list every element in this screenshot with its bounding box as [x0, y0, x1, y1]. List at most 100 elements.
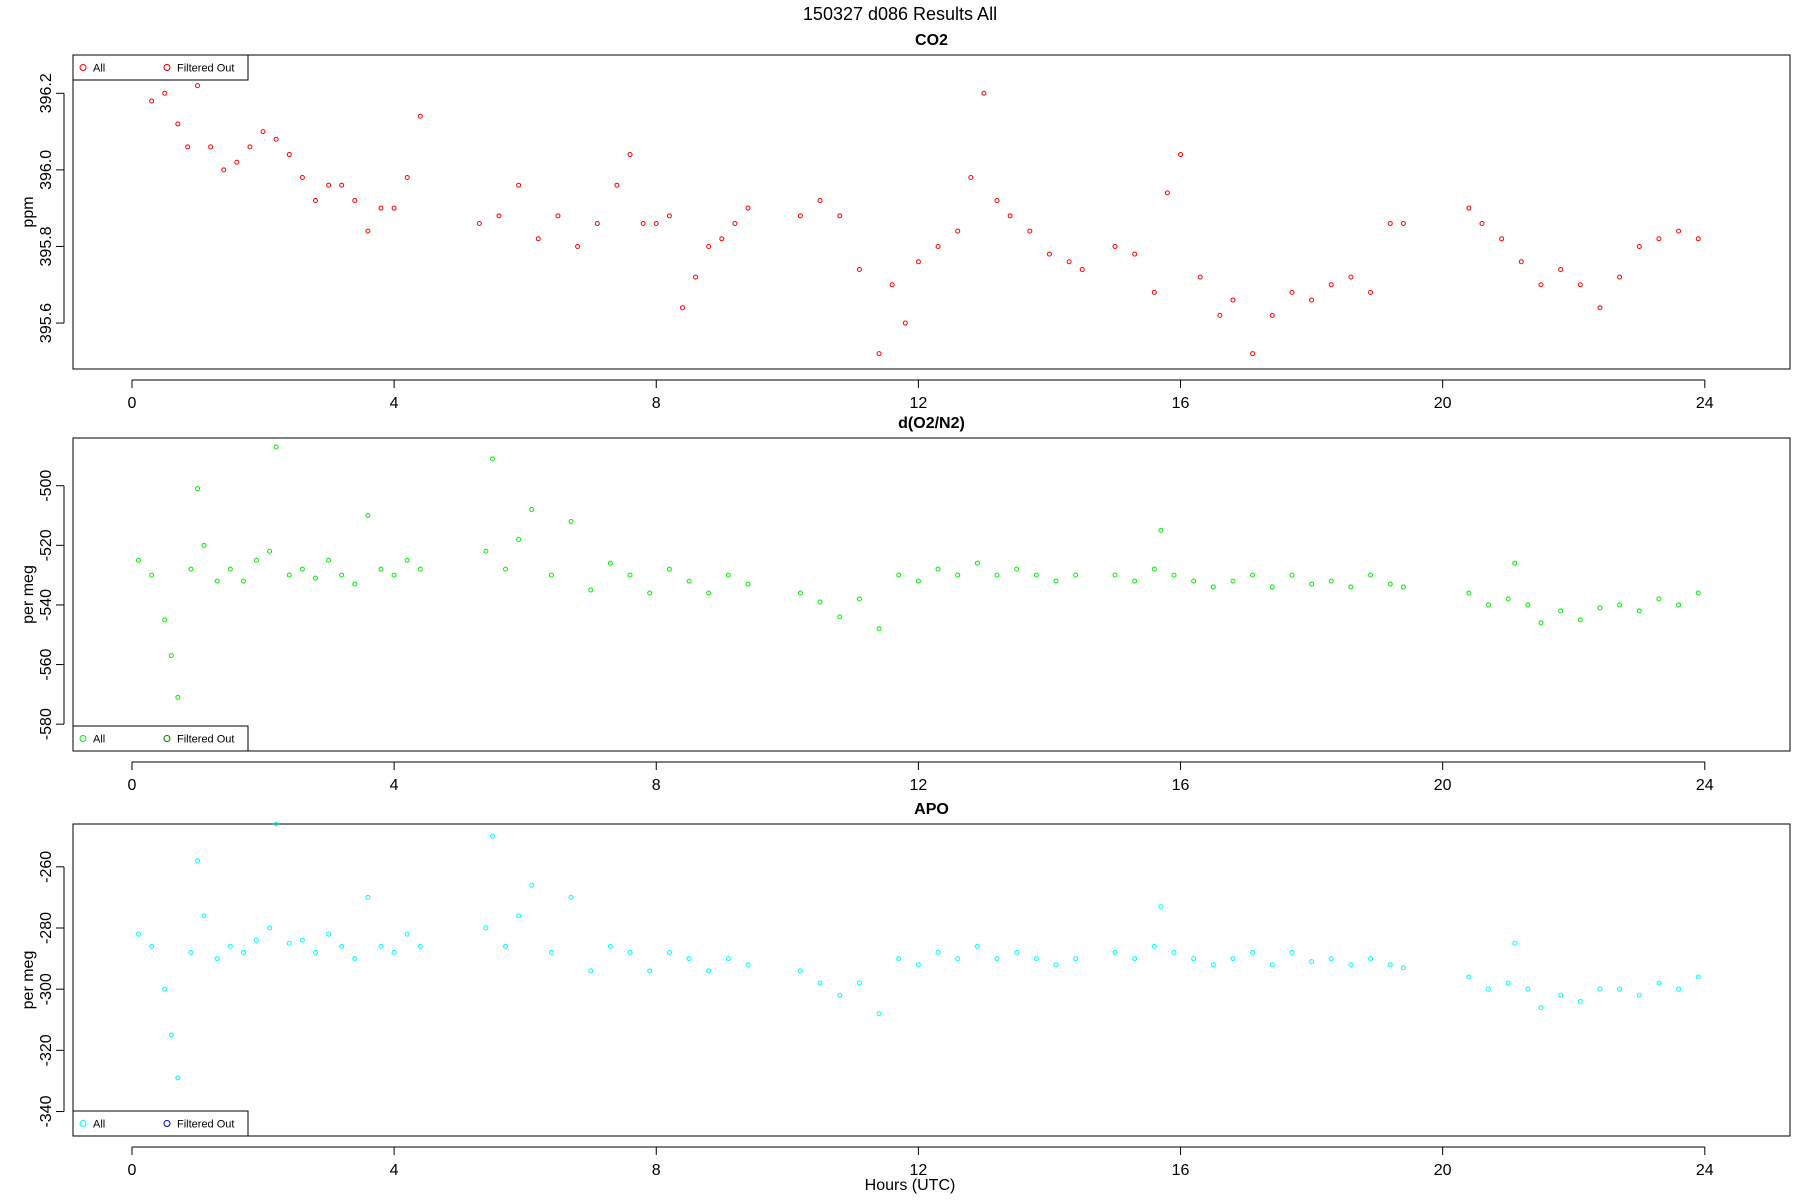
data-point [1158, 527, 1164, 533]
data-point [725, 572, 731, 578]
data-point [529, 507, 535, 513]
data-point [240, 578, 246, 584]
data-point [1328, 282, 1334, 288]
data-point [1079, 266, 1085, 272]
y-tick-label: -500 [38, 470, 55, 502]
x-tick-label: 16 [1172, 777, 1190, 794]
data-point [653, 220, 659, 226]
data-point [1230, 956, 1236, 962]
data-point [267, 548, 273, 554]
data-point [1348, 962, 1354, 968]
x-tick-label: 16 [1172, 395, 1190, 412]
data-point [876, 351, 882, 357]
data-point [391, 572, 397, 578]
data-point [974, 943, 980, 949]
data-point [974, 560, 980, 566]
data-point [1112, 572, 1118, 578]
data-point [1518, 259, 1524, 265]
data-point [679, 305, 685, 311]
data-point [955, 228, 961, 234]
x-tick-label: 24 [1696, 1162, 1714, 1179]
data-point [195, 83, 201, 89]
data-point [535, 236, 541, 242]
y-tick-label: -580 [38, 708, 55, 740]
data-point [175, 1075, 181, 1081]
data-point [1033, 572, 1039, 578]
series-all [136, 60, 1701, 357]
data-point [1368, 956, 1374, 962]
data-point [195, 486, 201, 492]
data-point [1289, 572, 1295, 578]
data-point [391, 205, 397, 211]
data-point [1269, 962, 1275, 968]
data-point [725, 956, 731, 962]
x-tick-label: 20 [1434, 1162, 1452, 1179]
data-point [1132, 578, 1138, 584]
data-point [1505, 980, 1511, 986]
data-point [588, 587, 594, 593]
data-point [1636, 992, 1642, 998]
data-point [686, 956, 692, 962]
data-point [260, 129, 266, 135]
x-tick-label: 4 [390, 777, 399, 794]
data-point [149, 943, 155, 949]
data-point [208, 144, 214, 150]
data-point [339, 572, 345, 578]
data-point [286, 152, 292, 158]
y-tick-label: 395.6 [38, 303, 55, 343]
data-point [1053, 578, 1059, 584]
data-point [1368, 289, 1374, 295]
data-point [555, 213, 561, 219]
legend-box [72, 54, 249, 81]
data-point [797, 968, 803, 974]
data-point [1636, 608, 1642, 614]
data-point [1210, 962, 1216, 968]
data-point [1132, 956, 1138, 962]
data-point [365, 894, 371, 900]
y-tick-label: 396.0 [38, 150, 55, 190]
data-point [1348, 274, 1354, 280]
data-point [503, 943, 509, 949]
data-point [548, 572, 554, 578]
data-point [378, 943, 384, 949]
data-point [706, 968, 712, 974]
data-point [1210, 584, 1216, 590]
data-point [417, 943, 423, 949]
data-point [1400, 965, 1406, 971]
panel-apo: APO per meg 0 4 8 12 16 20 24 -340 -320 -300 -280 -26… [20, 801, 1791, 1179]
data-point [1676, 602, 1682, 608]
data-point [286, 572, 292, 578]
data-point [1171, 949, 1177, 955]
data-point [529, 882, 535, 888]
data-point [299, 937, 305, 943]
panel-co2: CO2 ppm 0 4 8 12 16 20 24 395.6 395.8 396.0 396.2 All… [20, 32, 1791, 412]
data-point [339, 182, 345, 188]
data-point [1309, 297, 1315, 303]
data-point [706, 590, 712, 596]
data-point [1486, 602, 1492, 608]
data-point [1597, 305, 1603, 311]
data-point [666, 213, 672, 219]
data-point [404, 557, 410, 563]
data-point [1387, 581, 1393, 587]
data-point [1387, 220, 1393, 226]
data-point [732, 220, 738, 226]
data-point [1577, 282, 1583, 288]
data-point [378, 205, 384, 211]
data-point [1112, 949, 1118, 955]
data-point [1558, 608, 1564, 614]
data-point [476, 220, 482, 226]
data-point [1197, 274, 1203, 280]
data-point [496, 213, 502, 219]
data-point [214, 578, 220, 584]
data-point [1466, 974, 1472, 980]
data-point [273, 136, 279, 142]
data-point [896, 572, 902, 578]
data-point [627, 152, 633, 158]
data-point [876, 1011, 882, 1017]
data-point [935, 566, 941, 572]
data-point [607, 560, 613, 566]
x-tick-label: 8 [652, 395, 661, 412]
plot-frame [72, 437, 1791, 752]
data-point [817, 599, 823, 605]
